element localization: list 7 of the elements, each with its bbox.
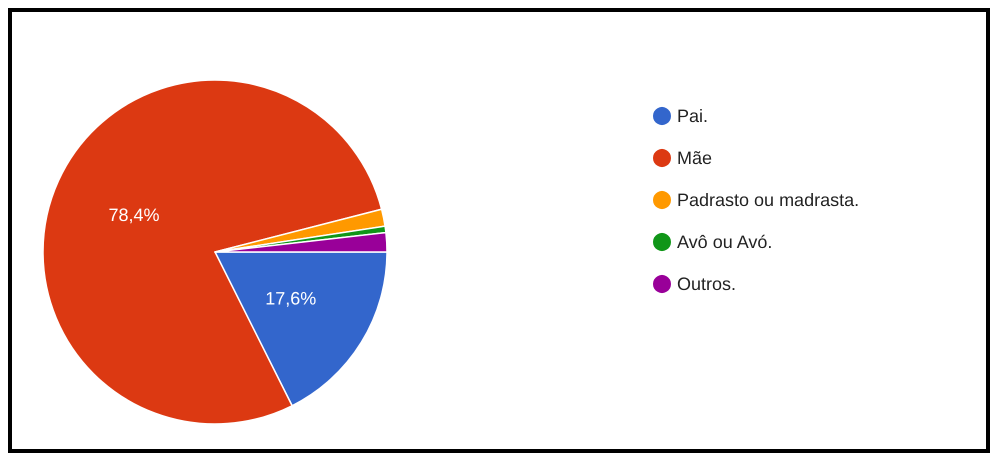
legend-label: Outros. bbox=[677, 274, 736, 294]
legend-label: Avô ou Avó. bbox=[677, 232, 772, 252]
legend-label: Pai. bbox=[677, 106, 708, 126]
legend-label: Mãe bbox=[677, 148, 712, 168]
data-label: 17,6% bbox=[265, 288, 316, 309]
legend-label: Padrasto ou madrasta. bbox=[677, 190, 860, 210]
data-label: 78,4% bbox=[108, 205, 160, 226]
